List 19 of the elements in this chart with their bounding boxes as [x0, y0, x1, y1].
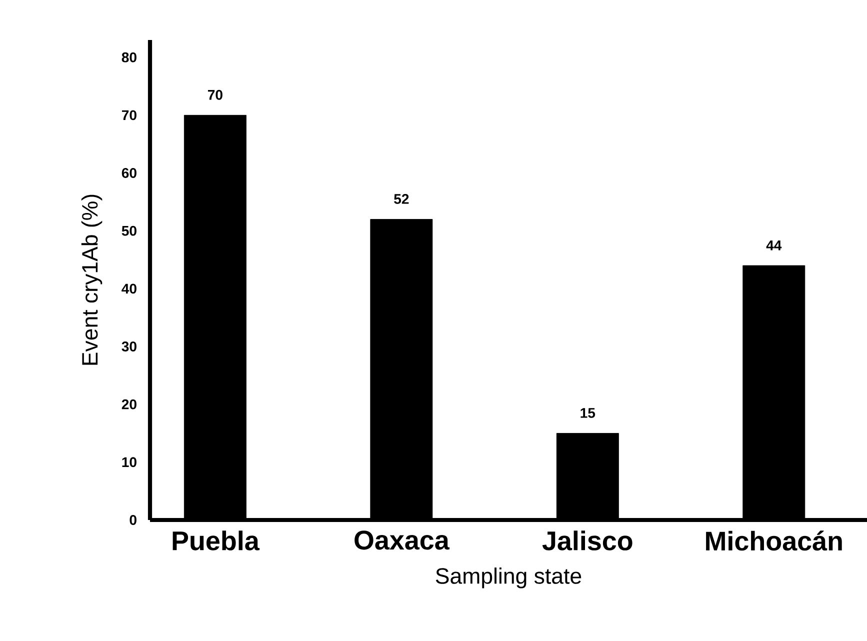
y-tick-label: 80: [122, 52, 136, 62]
data-label: 52: [394, 194, 409, 204]
y-tick-label: 40: [122, 284, 136, 294]
x-axis-title: Sampling state: [436, 568, 582, 588]
x-tick-label: Oaxaca: [354, 530, 450, 550]
x-tick-label: Puebla: [172, 530, 260, 550]
data-label: 44: [766, 240, 782, 250]
x-tick-label: Michoacán: [706, 530, 842, 551]
y-tick-label: 60: [122, 168, 136, 178]
y-axis-title: Event cry1Ab (%): [81, 194, 102, 365]
y-tick-label: 10: [122, 457, 136, 468]
y-tick-label: 30: [122, 342, 136, 352]
y-tick-label: 70: [122, 110, 136, 120]
data-label: 70: [208, 90, 222, 100]
data-label: 15: [580, 408, 596, 418]
x-tick-label: Jalisco: [542, 530, 632, 550]
y-tick-label: 50: [122, 226, 136, 236]
y-tick-label: 0: [130, 515, 136, 525]
y-tick-label: 20: [122, 399, 136, 410]
